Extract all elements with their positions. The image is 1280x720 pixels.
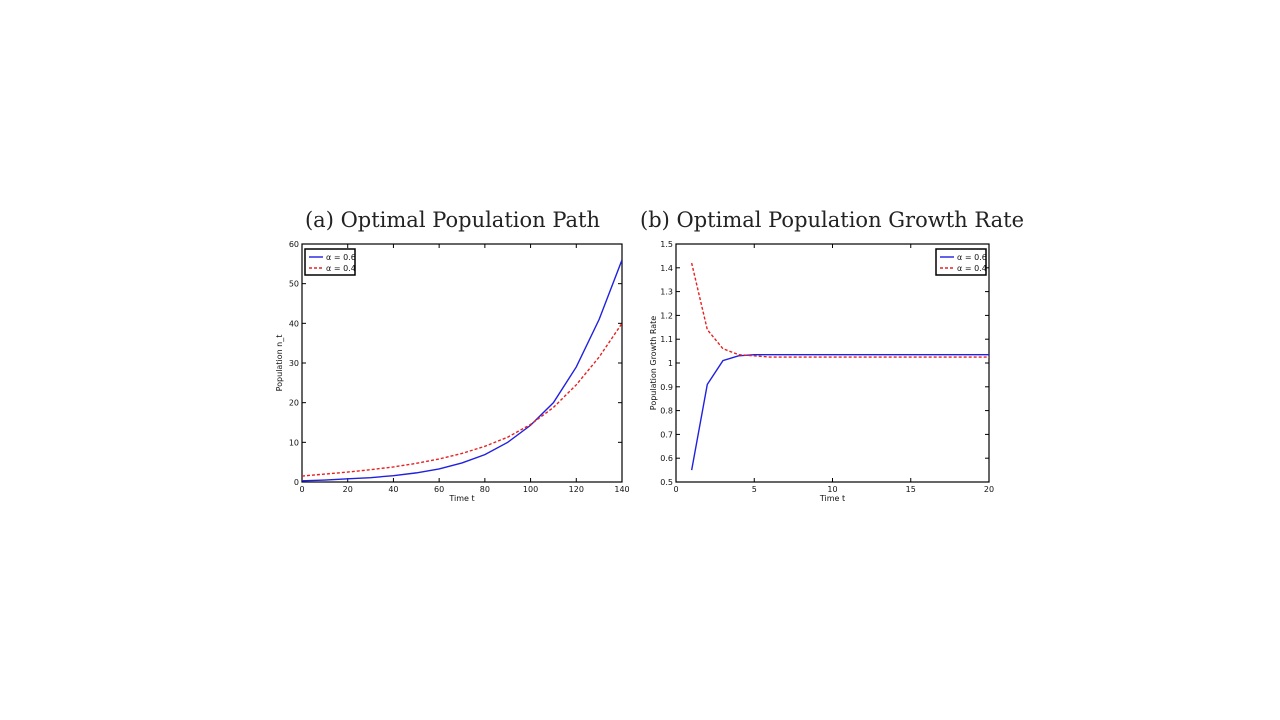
legend-label: α = 0.6: [957, 253, 987, 262]
series-line-alpha-06: [690, 353, 989, 471]
y-axis-label: Population n_t: [275, 335, 284, 392]
y-tick-label: 1.4: [660, 264, 673, 273]
y-tick-label: 30: [289, 359, 299, 368]
series-line-alpha-04: [690, 262, 989, 358]
x-tick-label: 120: [569, 485, 584, 494]
legend-box: [304, 248, 356, 276]
x-tick-label: 20: [984, 485, 994, 494]
x-tick-label: 80: [480, 485, 490, 494]
plot-area: [301, 243, 623, 483]
y-tick-label: 0.9: [660, 383, 673, 392]
y-tick-label: 0.5: [660, 478, 673, 487]
x-axis-label: Time t: [819, 494, 845, 503]
y-tick-label: 1.3: [660, 288, 673, 297]
y-tick-label: 10: [289, 438, 299, 447]
series-line-alpha-06: [302, 259, 622, 482]
y-tick-label: 0.7: [660, 430, 673, 439]
x-tick-label: 5: [752, 485, 757, 494]
series-line-alpha-04: [302, 322, 622, 477]
y-tick-label: 50: [289, 280, 299, 289]
y-tick-label: 0.6: [660, 454, 673, 463]
x-tick-label: 100: [523, 485, 538, 494]
legend-label: α = 0.6: [326, 253, 356, 262]
x-tick-label: 15: [906, 485, 916, 494]
y-tick-label: 1.1: [660, 335, 673, 344]
legend: α = 0.6 α = 0.4: [304, 248, 356, 276]
x-tick-label: 40: [388, 485, 398, 494]
population-path-chart: 0 20 40 60 80 100 120 140 0 10 20 30 40 50 60 Time t Pop…: [275, 240, 630, 503]
x-tick-label: 0: [673, 485, 678, 494]
y-tick-label: 20: [289, 399, 299, 408]
legend-box: [935, 248, 987, 276]
legend: α = 0.6 α = 0.4: [935, 248, 987, 276]
y-tick-label: 40: [289, 319, 299, 328]
x-axis-label: Time t: [448, 494, 474, 503]
x-tick-label: 0: [299, 485, 304, 494]
x-tick-label: 140: [614, 485, 629, 494]
legend-label: α = 0.4: [326, 264, 356, 273]
growth-rate-chart: 0 5 10 15 20 0.5 0.6 0.7 0.8 0.9 1 1.1 1.2 1.3 1.4 1.5 T…: [649, 240, 994, 503]
y-tick-label: 0: [294, 478, 299, 487]
x-tick-label: 20: [343, 485, 353, 494]
chart-b-title: (b) Optimal Population Growth Rate: [640, 208, 1025, 232]
y-tick-label: 1.2: [660, 311, 673, 320]
chart-a-title: (a) Optimal Population Path: [304, 208, 600, 232]
x-tick-label: 10: [827, 485, 837, 494]
y-tick-label: 1: [668, 359, 673, 368]
y-tick-label: 60: [289, 240, 299, 249]
y-axis-label: Population Growth Rate: [649, 316, 658, 410]
x-tick-label: 60: [434, 485, 444, 494]
y-tick-label: 1.5: [660, 240, 673, 249]
y-tick-label: 0.8: [660, 407, 673, 416]
legend-label: α = 0.4: [957, 264, 987, 273]
plot-area: [675, 243, 990, 483]
